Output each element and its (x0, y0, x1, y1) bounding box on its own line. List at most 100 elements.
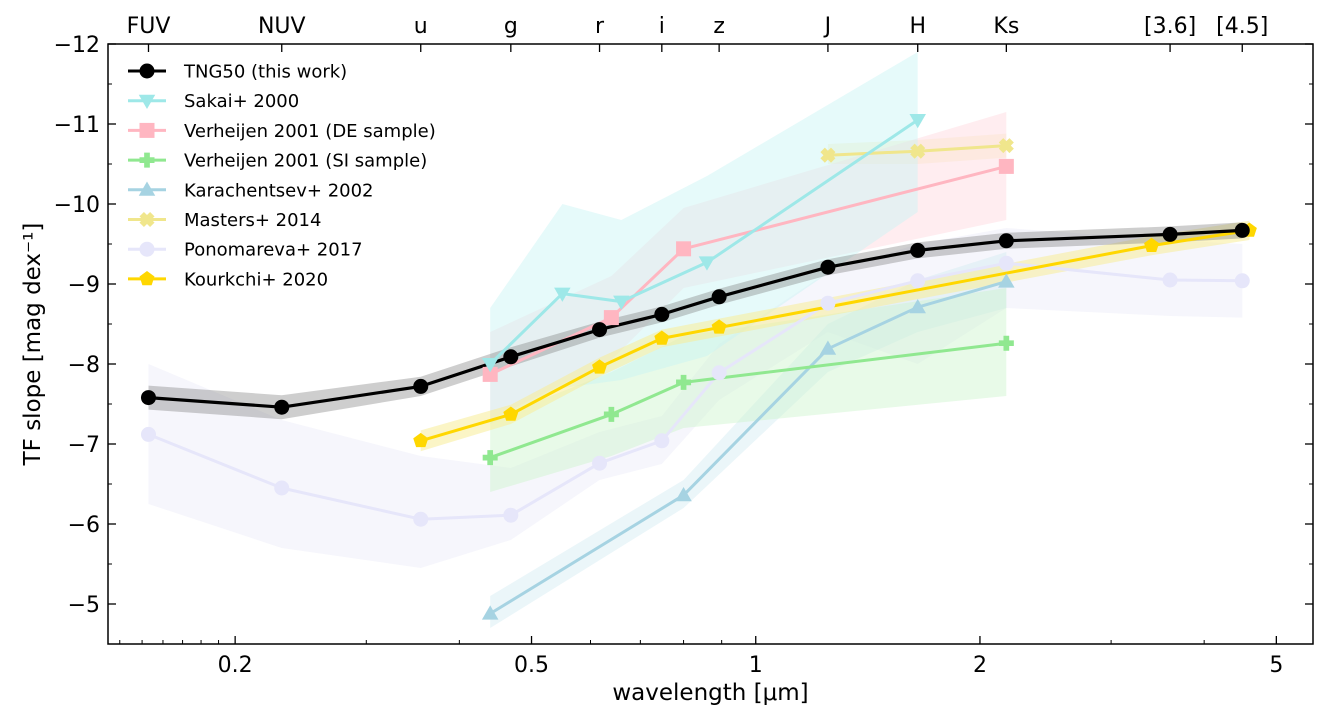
masters-2014-point-shape (910, 143, 926, 159)
sakai-2000-point (613, 295, 630, 310)
y-tick-label: −6 (68, 513, 100, 538)
kourkchi-2020-legend-marker (139, 271, 155, 286)
sakai-2000-point (909, 114, 926, 129)
y-tick-label: −12 (54, 33, 100, 58)
karachentsev-2002-legend-marker (138, 181, 156, 196)
x-tick-label: 0.5 (514, 653, 549, 678)
masters-2014-point (998, 138, 1014, 154)
top-band-label: g (504, 14, 518, 39)
kourkchi-2020-line (420, 228, 1250, 443)
verheijen-2001-de-sample-point (676, 241, 692, 257)
y-axis-label: TF slope [mag dex⁻¹] (20, 223, 46, 467)
tng50-this-work-point (413, 378, 429, 394)
sakai-2000-point (481, 358, 499, 373)
top-band-label: Ks (993, 14, 1019, 39)
top-band-labels: FUV NUV u g r i z J H Ks [3.6] [4.5] (127, 14, 1269, 39)
kourkchi-2020-point (413, 432, 429, 448)
top-band-label: z (713, 14, 725, 39)
verheijen-2001-de-sample-band (490, 112, 1007, 420)
karachentsev-2002-point (998, 273, 1015, 288)
sakai-2000-legend-label: Sakai+ 2000 (184, 91, 299, 112)
top-band-label: u (414, 14, 428, 39)
verheijen-2001-si-sample-point (676, 374, 692, 390)
y-tick-label: −9 (68, 273, 100, 298)
kourkchi-2020-point (654, 330, 670, 345)
x-tick-label: 2 (973, 653, 987, 678)
ponomareva-2017-point (1234, 273, 1250, 289)
ponomareva-2017-legend-marker (139, 241, 155, 257)
ponomareva-2017-point (711, 365, 727, 381)
tng50-this-work-band (148, 222, 1243, 420)
masters-2014-point (820, 147, 836, 163)
verheijen-2001-si-sample-line (489, 341, 1007, 460)
ponomareva-2017-point (910, 273, 926, 289)
karachentsev-2002-point (909, 298, 926, 314)
y-tick-label: −7 (68, 433, 100, 458)
verheijen-2001-de-sample-point (482, 366, 498, 382)
verheijen-2001-si-sample-point (998, 335, 1014, 351)
ponomareva-2017-point (1162, 272, 1178, 288)
kourkchi-2020-point (592, 359, 608, 374)
tng50-this-work-legend-label: TNG50 (this work) (183, 62, 347, 83)
y-tick-label: −11 (54, 113, 100, 138)
kourkchi-2020-point (711, 319, 727, 334)
ponomareva-2017-point (592, 455, 608, 471)
ponomareva-2017-line (147, 261, 1243, 521)
verheijen-2001-si-sample-legend-marker (139, 152, 155, 168)
sakai-2000-point (698, 256, 716, 271)
axis-ticks: −5 −6 −7 −8 −9 −10 −11 −12 0.2 0.5 1 2 5 (54, 33, 1313, 678)
masters-2014-point-shape (998, 138, 1014, 154)
masters-2014-legend-marker (139, 211, 155, 228)
y-tick-label: −10 (54, 193, 100, 218)
verheijen-2001-de-sample-legend-marker (139, 122, 155, 138)
verheijen-2001-si-sample-band (490, 288, 1007, 492)
top-band-label: J (823, 14, 832, 39)
ponomareva-2017-point (140, 426, 156, 442)
sakai-2000-legend-marker (138, 94, 156, 109)
kourkchi-2020-point (1144, 237, 1160, 252)
masters-2014-point (910, 143, 926, 159)
ponomareva-2017-point (503, 507, 519, 523)
y-tick-label: −5 (68, 593, 100, 618)
ponomareva-2017-band (148, 228, 1243, 568)
verheijen-2001-de-sample-legend-label: Verheijen 2001 (DE sample) (184, 121, 436, 142)
kourkchi-2020-legend-label: Kourkchi+ 2020 (184, 269, 328, 290)
top-band-label: i (659, 14, 665, 39)
ponomareva-2017-point (998, 255, 1014, 271)
masters-2014-legend-marker-shape (139, 211, 155, 228)
karachentsev-2002-point (675, 486, 692, 502)
tng50-this-work-legend-marker (139, 63, 155, 79)
sakai-2000-point (554, 287, 571, 302)
tng50-this-work-point (711, 289, 727, 305)
x-axis-label: wavelength [μm] (612, 680, 808, 706)
legend: TNG50 (this work) Sakai+ 2000 Verheijen 20… (128, 62, 436, 290)
tng50-this-work-point (654, 306, 670, 322)
x-tick-label: 1 (749, 653, 763, 678)
top-band-label: r (595, 14, 605, 39)
x-tick-label: 0.2 (218, 653, 253, 678)
tng50-this-work-point (140, 390, 156, 406)
tng50-this-work-point (503, 349, 519, 365)
tng50-this-work-point (1234, 222, 1250, 238)
x-tick-label: 5 (1269, 653, 1283, 678)
series-markers (140, 114, 1257, 620)
tng50-this-work-point (998, 233, 1014, 249)
ponomareva-2017-point (654, 433, 670, 449)
verheijen-2001-de-sample-point (998, 158, 1014, 174)
karachentsev-2002-point (819, 340, 837, 355)
top-band-label: [3.6] (1144, 14, 1196, 39)
kourkchi-2020-point (503, 406, 519, 421)
tng50-this-work-line (148, 228, 1243, 409)
ponomareva-2017-point (820, 295, 836, 311)
ponomareva-2017-legend-label: Ponomareva+ 2017 (184, 240, 363, 261)
tng50-this-work-point (910, 242, 926, 258)
verheijen-2001-si-sample-point (603, 406, 619, 422)
top-band-label: H (909, 14, 926, 39)
ponomareva-2017-point (413, 511, 429, 527)
verheijen-2001-si-sample-point (482, 450, 498, 466)
plot-frame (107, 43, 1314, 645)
tng50-this-work-point (820, 259, 836, 275)
top-band-label: [4.5] (1216, 14, 1268, 39)
karachentsev-2002-point (481, 605, 499, 620)
